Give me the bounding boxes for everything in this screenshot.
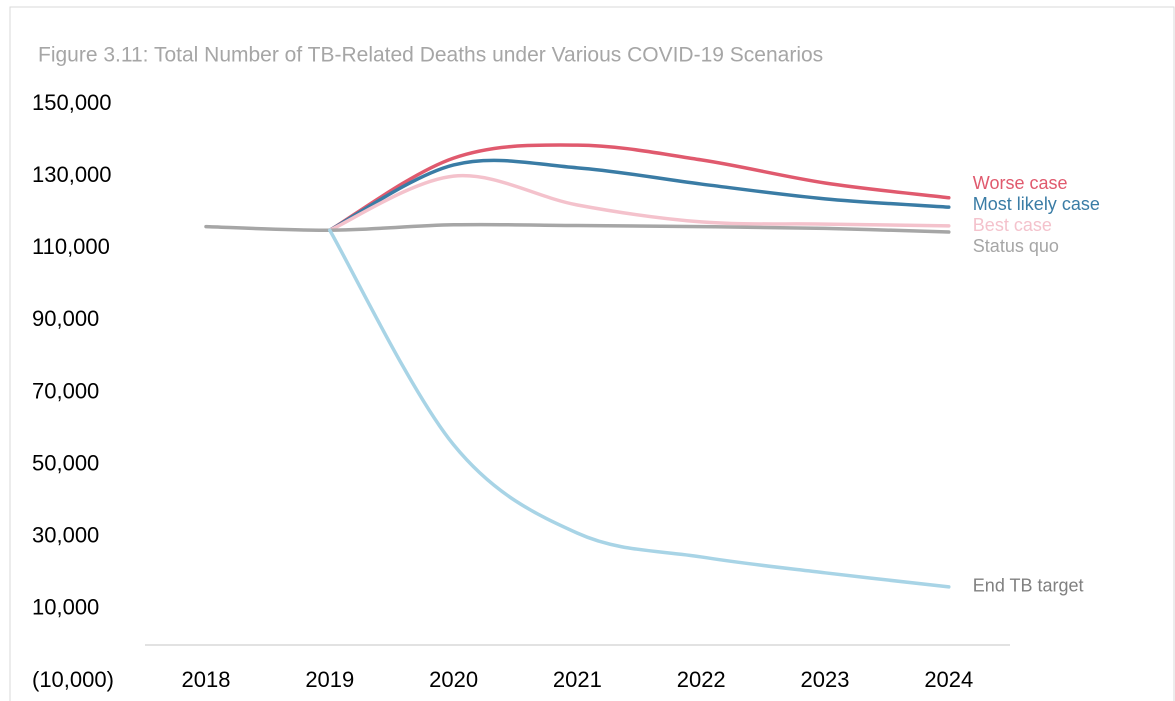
x-tick-label: 2020 [429, 667, 478, 692]
x-tick-label: 2019 [305, 667, 354, 692]
y-tick-label: 90,000 [32, 306, 99, 331]
series-label: Most likely case [973, 194, 1100, 214]
y-tick-label: 70,000 [32, 378, 99, 403]
x-tick-label: 2018 [182, 667, 231, 692]
y-tick-label: 50,000 [32, 450, 99, 475]
y-tick-label: 150,000 [32, 90, 112, 115]
y-tick-label: 30,000 [32, 523, 99, 548]
series-line [328, 228, 951, 589]
y-tick-label: 130,000 [32, 162, 112, 187]
x-tick-label: 2024 [924, 667, 973, 692]
series-line [328, 173, 951, 232]
series-label: Best case [973, 215, 1052, 235]
x-tick-label: 2023 [801, 667, 850, 692]
series-line [328, 143, 951, 232]
x-tick-label: 2022 [677, 667, 726, 692]
series-line [328, 158, 951, 232]
series-label: Status quo [973, 236, 1059, 256]
y-tick-label: 110,000 [32, 234, 110, 259]
chart-title: Figure 3.11: Total Number of TB-Related … [38, 44, 823, 67]
series-label: Worse case [973, 173, 1068, 193]
y-tick-label: 10,000 [32, 595, 99, 620]
y-tick-label: (10,000) [32, 667, 114, 692]
chart-frame [9, 6, 1175, 701]
series-label: End TB target [973, 576, 1084, 596]
x-tick-label: 2021 [553, 667, 602, 692]
